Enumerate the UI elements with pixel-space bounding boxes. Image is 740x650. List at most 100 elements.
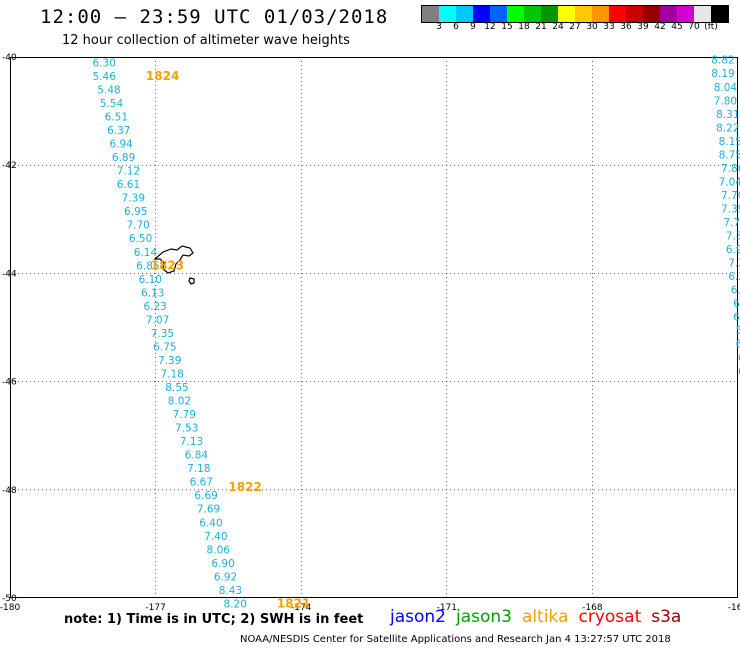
swh-value: 6.51 xyxy=(105,112,128,124)
swh-value: 8.06 xyxy=(207,544,231,556)
lat-tick-label: -48 xyxy=(2,486,17,496)
map-title: 12:00 — 23:59 UTC 01/03/2018 xyxy=(40,6,389,28)
colorbar-label: 21 xyxy=(535,22,547,32)
colorbar-label: 39 xyxy=(637,22,649,32)
lat-tick-label: -50 xyxy=(2,594,17,604)
map-frame xyxy=(10,57,738,598)
swh-value: 7.29 xyxy=(728,258,740,270)
satellite-legend-item: jason2 xyxy=(390,607,446,627)
lat-tick-label: -44 xyxy=(2,269,17,279)
swh-value: 7.39 xyxy=(721,203,740,215)
swh-value: 5.54 xyxy=(100,98,124,110)
colorbar-label: 27 xyxy=(569,22,581,32)
swh-value: 6.21 xyxy=(728,271,740,283)
colorbar-swatch xyxy=(643,6,660,22)
colorbar-label: 70 xyxy=(688,22,700,32)
colorbar-swatch xyxy=(694,6,711,22)
swh-value: 6.31 xyxy=(731,285,740,297)
pitt-island-outline xyxy=(188,277,195,285)
swh-value: 7.04 xyxy=(719,176,740,188)
swh-value: 7.40 xyxy=(204,531,227,543)
pass-number-label: 1823 xyxy=(151,258,184,272)
lon-tick-label: -177 xyxy=(145,603,165,613)
swh-value: 6.10 xyxy=(139,274,162,286)
swh-value: 6.9 xyxy=(736,339,740,351)
colorbar-swatch xyxy=(558,6,575,22)
lat-tick-label: -40 xyxy=(2,53,17,63)
colorbar-label: 18 xyxy=(518,22,530,32)
pass-number-label: 1822 xyxy=(228,480,261,494)
satellite-legend-item: cryosat xyxy=(578,607,642,627)
colorbar-swatch xyxy=(626,6,643,22)
swh-value: 7.18 xyxy=(187,463,210,475)
colorbar-label: 3 xyxy=(436,22,442,32)
swh-value: 6.37 xyxy=(107,125,130,137)
swh-value: 6.92 xyxy=(214,571,237,583)
colorbar-swatch xyxy=(677,6,694,22)
swh-value: 6.92 xyxy=(726,244,740,256)
colorbar-swatch xyxy=(660,6,677,22)
swh-value: 7.79 xyxy=(173,409,196,421)
swh-value: 7.70 xyxy=(126,220,149,232)
swh-value: 6.89 xyxy=(112,152,135,164)
swh-value: 6.26 xyxy=(733,298,740,310)
lat-tick-label: -46 xyxy=(2,378,17,388)
chatham-island-outline xyxy=(153,245,194,274)
swh-value: 6.50 xyxy=(129,233,152,245)
colorbar-swatch xyxy=(490,6,507,22)
swh-value: 8.82 xyxy=(711,55,734,67)
swh-value: 6.95 xyxy=(124,206,147,218)
lon-tick-label: -174 xyxy=(291,603,312,613)
colorbar-swatch xyxy=(541,6,558,22)
swh-value: 7.35 xyxy=(151,328,174,340)
colorbar-swatch xyxy=(422,6,439,22)
swh-value: 7.07 xyxy=(146,314,169,326)
colorbar-label: 15 xyxy=(501,22,513,32)
swh-value: 7.86 xyxy=(721,163,740,175)
swh-value: 7.18 xyxy=(160,368,183,380)
swh-value: 6.94 xyxy=(109,139,133,151)
colorbar-labels: 3 6 9 12 15 18 21 24 27 30 33 36 39 42 45 70 (ft) xyxy=(421,22,740,36)
lon-tick-label: -180 xyxy=(0,603,20,613)
swh-value: 7.12 xyxy=(117,166,140,178)
graticule xyxy=(10,57,738,598)
swh-value: 5.46 xyxy=(93,71,117,83)
swh-value: 5.48 xyxy=(97,84,120,96)
wave-tracks: 6.30 5.465.48 5.54 6.516.37 6.946.89 7.126.61… xyxy=(93,55,740,611)
swh-value: 8.43 xyxy=(219,585,242,597)
swh-value: 8.15 xyxy=(719,136,740,148)
colorbar-label: 45 xyxy=(671,22,683,32)
swh-value: 6.9 xyxy=(738,352,740,364)
colorbar-swatch xyxy=(575,6,592,22)
footer-credit: NOAA/NESDIS Center for Satellite Applica… xyxy=(240,634,671,645)
colorbar-swatch xyxy=(456,6,473,22)
colorbar-label: 24 xyxy=(552,22,564,32)
colorbar-swatch xyxy=(609,6,626,22)
swh-value: 7.77 xyxy=(723,217,740,229)
swh-value: 6.14 xyxy=(134,247,158,259)
map-subtitle: 12 hour collection of altimeter wave hei… xyxy=(62,33,350,48)
swh-value: 6.85 xyxy=(136,260,159,272)
colorbar-label: 30 xyxy=(586,22,598,32)
swh-value: 6.40 xyxy=(199,517,222,529)
swh-value: 6.90 xyxy=(211,558,234,570)
colorbar-swatch xyxy=(439,6,456,22)
colorbar-label: 9 xyxy=(470,22,476,32)
swh-value: 7.80 xyxy=(714,95,737,107)
colorbar-label: 36 xyxy=(620,22,632,32)
swh-value: 8.19 xyxy=(711,68,734,80)
colorbar-label: 42 xyxy=(654,22,666,32)
swh-value: 6.30 xyxy=(93,57,116,69)
satellite-legend-item: altika xyxy=(522,607,569,627)
swh-value: 6.8 xyxy=(738,366,740,378)
swh-value: 8.55 xyxy=(165,382,188,394)
lon-tick-label: -168 xyxy=(582,603,603,613)
colorbar-label: 12 xyxy=(484,22,496,32)
swh-value: 6.75 xyxy=(153,341,176,353)
swh-value: 7.70 xyxy=(721,190,740,202)
swh-value: 7.53 xyxy=(175,423,198,435)
swh-value: 7.69 xyxy=(197,504,220,516)
swh-value: 8.20 xyxy=(224,598,247,610)
swh-value: 7.36 xyxy=(726,231,740,243)
swh-value: 8.02 xyxy=(168,396,191,408)
